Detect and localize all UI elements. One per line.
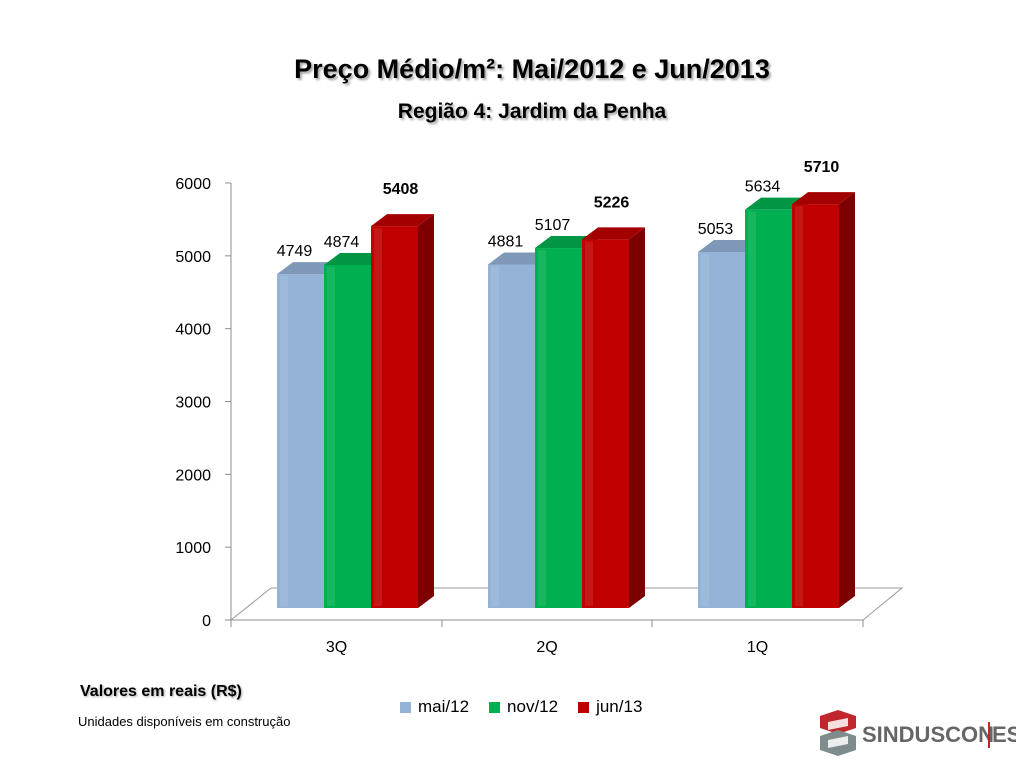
logo-divider xyxy=(988,722,990,748)
bar-highlight-2-1 xyxy=(748,211,756,607)
bar-side-0-2 xyxy=(418,214,434,608)
y-tick-label-0: 0 xyxy=(202,613,211,630)
y-tick-label-2: 2000 xyxy=(175,467,211,484)
legend-item-0: mai/12 xyxy=(400,697,469,717)
chart-title: Preço Médio/m²: Mai/2012 e Jun/2013 xyxy=(294,54,770,84)
data-label-1-2: 5226 xyxy=(594,194,630,211)
legend-label-0: mai/12 xyxy=(418,697,470,716)
bar-top-0-2 xyxy=(371,214,434,227)
bar-top-2-2 xyxy=(792,192,855,205)
legend-swatch-2 xyxy=(578,701,590,713)
bar-highlight-1-2 xyxy=(585,241,593,607)
legend-item-2: jun/13 xyxy=(578,697,642,717)
bar-highlight-1-1 xyxy=(538,250,546,606)
bar-highlight-2-2 xyxy=(795,206,803,606)
data-label-0-2: 5408 xyxy=(383,181,419,198)
bar-highlight-2-0 xyxy=(701,253,709,607)
y-tick-label-4: 4000 xyxy=(175,322,211,339)
data-label-2-0: 5053 xyxy=(698,221,734,238)
bar-highlight-0-0 xyxy=(280,276,288,606)
data-label-2-1: 5634 xyxy=(745,179,781,196)
x-category-label-2: 1Q xyxy=(747,639,768,656)
bar-highlight-0-1 xyxy=(327,267,335,606)
bar-side-1-2 xyxy=(629,227,645,609)
sinduscon-logo-icon xyxy=(820,710,856,756)
data-label-0-0: 4749 xyxy=(277,243,313,260)
data-label-1-0: 4881 xyxy=(488,234,524,251)
chart-subtitle: Região 4: Jardim da Penha xyxy=(397,100,667,123)
y-tick-label-6: 6000 xyxy=(175,176,211,193)
logo-text: SINDUSCON xyxy=(862,722,994,747)
data-label-1-1: 5107 xyxy=(535,217,571,234)
y-tick-label-5: 5000 xyxy=(175,249,211,266)
data-label-0-1: 4874 xyxy=(324,234,360,251)
legend-label-1: nov/12 xyxy=(507,697,559,716)
data-label-2-2: 5710 xyxy=(804,159,840,176)
chart-legend: mai/12 nov/12 jun/13 xyxy=(400,697,662,717)
y-tick-label-1: 1000 xyxy=(175,540,211,557)
legend-item-1: nov/12 xyxy=(489,697,558,717)
sinduscon-logo: SINDUSCON ES xyxy=(820,710,1016,756)
bar-top-1-2 xyxy=(582,227,645,240)
units-note: Unidades disponíveis em construção xyxy=(78,714,291,729)
legend-label-2: jun/13 xyxy=(596,697,643,716)
bar-side-2-2 xyxy=(839,192,855,608)
bar-highlight-1-0 xyxy=(491,266,499,606)
legend-swatch-0 xyxy=(400,701,411,713)
logo-suffix: ES xyxy=(992,722,1016,747)
x-category-label-0: 3Q xyxy=(326,639,347,656)
legend-swatch-1 xyxy=(489,701,501,713)
x-category-label-1: 2Q xyxy=(536,639,557,656)
y-tick-label-3: 3000 xyxy=(175,395,211,412)
values-note: Valores em reais (R$) xyxy=(80,683,242,700)
bar-highlight-0-2 xyxy=(374,228,382,606)
